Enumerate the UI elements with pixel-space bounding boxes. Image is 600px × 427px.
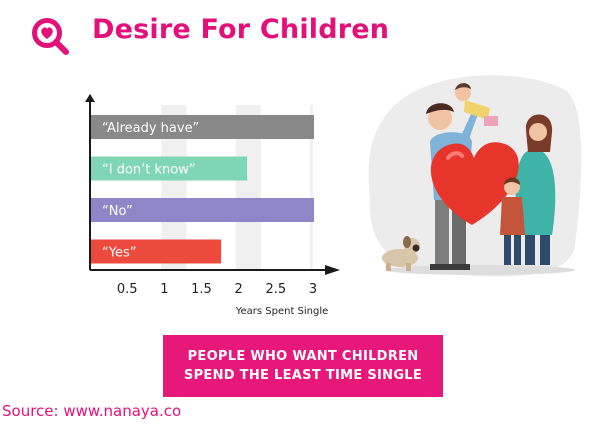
bar-label-0: “Already have” — [102, 121, 199, 136]
page-title: Desire For Children — [92, 14, 390, 45]
grid-band — [310, 105, 313, 270]
bar-1 — [91, 156, 248, 181]
bar-3 — [91, 239, 222, 264]
x-tick-label: 0.5 — [117, 282, 138, 297]
source-credit: Source: www.nanaya.co — [2, 402, 182, 420]
x-tick-label: 3 — [309, 282, 317, 297]
bar-2 — [91, 198, 314, 222]
family-with-heart-illustration — [368, 75, 582, 277]
y-axis-arrow — [85, 94, 95, 102]
x-axis-arrow — [325, 265, 340, 275]
x-tick-label: 2 — [235, 282, 243, 297]
x-tick-label: 1.5 — [191, 282, 212, 297]
x-tick-label: 2.5 — [265, 282, 286, 297]
bar-label-3: “Yes” — [102, 246, 136, 261]
x-axis-label: Years Spent Single — [235, 306, 329, 317]
magnifier-heart-icon — [32, 18, 69, 55]
key-finding-banner: PEOPLE WHO WANT CHILDREN SPEND THE LEAST… — [163, 335, 443, 397]
bar-label-1: “I don’t know” — [102, 163, 196, 178]
bar-label-2: “No” — [102, 204, 133, 219]
banner-line-2: SPEND THE LEAST TIME SINGLE — [183, 368, 423, 383]
bar-chart: “Already have” “I don’t know” “No” “Yes” 0.5… — [85, 94, 340, 317]
x-tick-label: 1 — [160, 282, 168, 297]
banner-line-1: PEOPLE WHO WANT CHILDREN — [187, 349, 419, 364]
bar-0 — [91, 115, 314, 139]
